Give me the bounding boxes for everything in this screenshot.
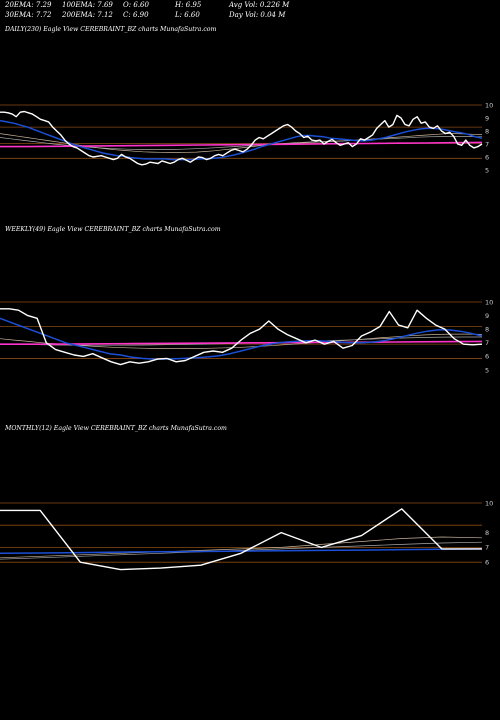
y-tick-label: 6 <box>485 559 489 567</box>
weekly-chart-title: WEEKLY(49) Eagle View CEREBRAINT_BZ char… <box>5 226 221 233</box>
daily-chart: 5 6 7 8 9 10 <box>0 101 493 174</box>
header-high: H: 6.95 <box>175 1 202 9</box>
y-tick-label: 8 <box>485 127 489 135</box>
header-200ema: 200EMA: 7.12 <box>62 11 113 19</box>
ema-fast-series <box>0 548 483 555</box>
header-open: O: 6.60 <box>123 1 149 9</box>
monthly-chart: 6 7 8 10 <box>0 499 493 571</box>
ema-fast-series <box>0 317 483 360</box>
price-series <box>0 308 483 366</box>
ema-fast-series <box>0 119 483 161</box>
ema-pink-series <box>0 340 483 346</box>
y-tick-label: 5 <box>485 366 489 374</box>
y-tick-label: 6 <box>485 353 489 361</box>
price-series <box>0 508 482 571</box>
header-avg-vol: Avg Vol: 0.226 M <box>229 1 290 9</box>
y-tick-label: 7 <box>485 544 489 552</box>
header-30ema: 30EMA: 7.72 <box>5 11 52 19</box>
y-tick-label: 8 <box>485 529 489 537</box>
header-20ema: 20EMA: 7.29 <box>5 1 52 9</box>
monthly-chart-title: MONTHLY(12) Eagle View CEREBRAINT_BZ cha… <box>5 425 227 432</box>
y-tick-label: 8 <box>485 326 489 334</box>
y-tick-label: 6 <box>485 153 489 161</box>
ema-tan-series <box>0 536 483 559</box>
header-close: C: 6.90 <box>123 11 149 19</box>
y-tick-label: 10 <box>485 298 493 306</box>
y-tick-label: 7 <box>485 140 489 148</box>
y-tick-label: 7 <box>485 339 489 347</box>
header-100ema: 100EMA: 7.69 <box>62 1 113 9</box>
daily-chart-title: DAILY(230) Eagle View CEREBRAINT_BZ char… <box>5 26 217 33</box>
price-series <box>0 110 483 166</box>
header-low: L: 6.60 <box>175 11 200 19</box>
y-tick-label: 10 <box>485 101 493 109</box>
y-tick-label: 10 <box>485 499 493 507</box>
header-day-vol: Day Vol: 0.04 M <box>229 11 286 19</box>
y-tick-label: 5 <box>485 166 489 174</box>
y-tick-label: 9 <box>485 312 489 320</box>
y-tick-label: 9 <box>485 114 489 122</box>
weekly-chart: 5 6 7 8 9 10 <box>0 298 493 374</box>
ema-tan-series <box>0 133 483 153</box>
